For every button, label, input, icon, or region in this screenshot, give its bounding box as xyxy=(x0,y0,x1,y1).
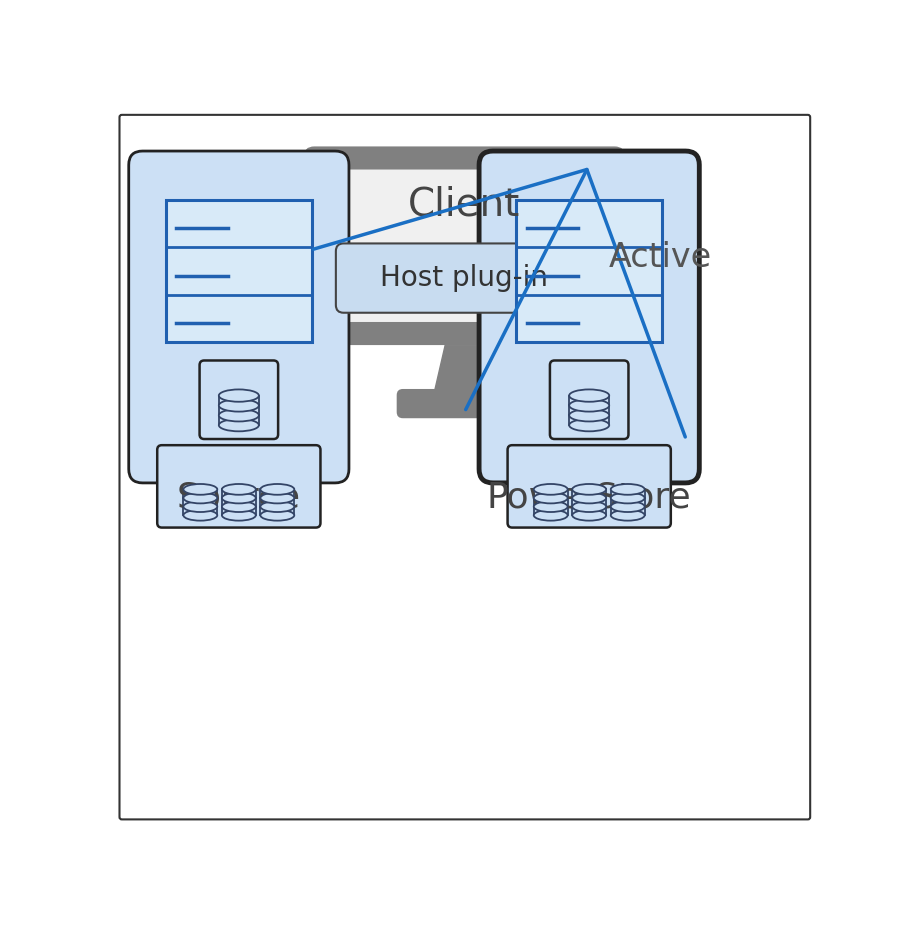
FancyBboxPatch shape xyxy=(157,445,320,527)
Ellipse shape xyxy=(183,510,218,521)
Ellipse shape xyxy=(533,510,568,521)
Polygon shape xyxy=(222,507,256,515)
FancyBboxPatch shape xyxy=(508,445,671,527)
Polygon shape xyxy=(610,507,645,515)
Polygon shape xyxy=(572,489,606,498)
FancyBboxPatch shape xyxy=(166,200,312,342)
Polygon shape xyxy=(533,507,568,515)
Ellipse shape xyxy=(219,419,258,431)
Polygon shape xyxy=(572,498,606,507)
FancyBboxPatch shape xyxy=(479,151,699,483)
Ellipse shape xyxy=(570,389,610,401)
Polygon shape xyxy=(533,498,568,507)
Ellipse shape xyxy=(260,501,294,512)
Ellipse shape xyxy=(183,493,218,503)
Polygon shape xyxy=(434,345,495,395)
Ellipse shape xyxy=(572,510,606,521)
FancyBboxPatch shape xyxy=(129,151,349,483)
Ellipse shape xyxy=(219,409,258,422)
Polygon shape xyxy=(219,405,258,415)
FancyBboxPatch shape xyxy=(304,146,626,345)
Polygon shape xyxy=(260,489,294,498)
Ellipse shape xyxy=(183,501,218,512)
Polygon shape xyxy=(222,489,256,498)
Polygon shape xyxy=(219,415,258,426)
Ellipse shape xyxy=(222,493,256,503)
Ellipse shape xyxy=(260,493,294,503)
Polygon shape xyxy=(260,507,294,515)
FancyBboxPatch shape xyxy=(550,361,629,439)
Ellipse shape xyxy=(572,501,606,512)
Ellipse shape xyxy=(570,419,610,431)
Polygon shape xyxy=(570,396,610,405)
Ellipse shape xyxy=(222,501,256,512)
Ellipse shape xyxy=(533,493,568,503)
Polygon shape xyxy=(610,489,645,498)
Polygon shape xyxy=(183,489,218,498)
FancyBboxPatch shape xyxy=(516,200,662,342)
Ellipse shape xyxy=(219,389,258,401)
Polygon shape xyxy=(572,507,606,515)
Ellipse shape xyxy=(260,510,294,521)
Ellipse shape xyxy=(610,493,645,503)
Text: Active: Active xyxy=(609,241,712,274)
Text: Source: Source xyxy=(177,481,301,514)
Ellipse shape xyxy=(533,484,568,495)
Text: Host plug-in: Host plug-in xyxy=(380,265,549,292)
FancyBboxPatch shape xyxy=(200,361,278,439)
Ellipse shape xyxy=(610,501,645,512)
Ellipse shape xyxy=(572,484,606,495)
Polygon shape xyxy=(570,405,610,415)
FancyBboxPatch shape xyxy=(336,243,593,313)
Ellipse shape xyxy=(260,484,294,495)
FancyBboxPatch shape xyxy=(120,115,810,820)
Polygon shape xyxy=(570,415,610,426)
Text: PowerStore: PowerStore xyxy=(487,481,691,514)
FancyBboxPatch shape xyxy=(327,169,602,322)
Ellipse shape xyxy=(222,484,256,495)
Ellipse shape xyxy=(570,409,610,422)
Ellipse shape xyxy=(222,510,256,521)
Ellipse shape xyxy=(183,484,218,495)
Polygon shape xyxy=(533,489,568,498)
FancyBboxPatch shape xyxy=(396,389,532,418)
Ellipse shape xyxy=(570,400,610,412)
Polygon shape xyxy=(222,498,256,507)
Ellipse shape xyxy=(610,484,645,495)
Ellipse shape xyxy=(533,501,568,512)
Polygon shape xyxy=(610,498,645,507)
Polygon shape xyxy=(260,498,294,507)
Polygon shape xyxy=(183,507,218,515)
Ellipse shape xyxy=(610,510,645,521)
Polygon shape xyxy=(219,396,258,405)
Text: Client: Client xyxy=(408,186,521,224)
Ellipse shape xyxy=(572,493,606,503)
Polygon shape xyxy=(183,498,218,507)
Ellipse shape xyxy=(219,400,258,412)
